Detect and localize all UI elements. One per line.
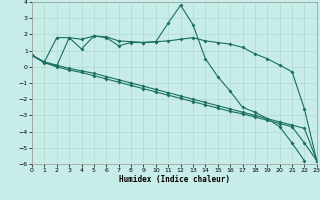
X-axis label: Humidex (Indice chaleur): Humidex (Indice chaleur) <box>119 175 230 184</box>
